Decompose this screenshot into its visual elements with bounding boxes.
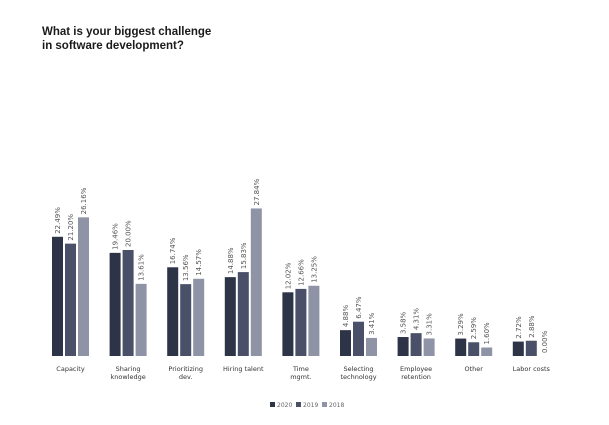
category-label-4: Time mgmt. [290,365,311,381]
bar-2020-6 [397,337,409,356]
bar-value-label-2020-1: 19.46% [112,223,120,250]
bar-2019-6 [410,333,422,356]
bar-value-label-2020-3: 14.88% [227,247,235,274]
bar-value-label-2020-5: 4.88% [342,305,350,328]
bar-value-label-2020-4: 12.02% [284,262,292,289]
bar-value-label-2019-6: 4.31% [413,308,421,331]
bar-2020-7 [455,338,467,356]
bar-value-label-2020-0: 22.49% [54,207,62,234]
bar-2019-4 [295,288,307,356]
category-label-3: Hiring talent [223,365,264,373]
bar-value-label-2018-6: 3.31% [426,313,434,336]
bar-2019-1 [122,250,134,356]
bar-value-label-2020-8: 2.72% [515,316,523,339]
bar-value-label-2019-1: 20.00% [125,220,133,247]
bar-value-label-2018-7: 1.60% [483,322,491,345]
category-label-7: Other [464,365,483,373]
bar-value-label-2018-1: 13.61% [138,254,146,281]
bar-2018-4 [308,285,320,356]
bar-2018-2 [193,278,205,356]
bar-2018-3 [250,208,262,356]
category-label-2: Prioritizing dev. [168,365,203,381]
bar-value-label-2019-7: 2.59% [470,317,478,340]
legend-label-2018: 2018 [329,402,344,409]
bar-2019-8 [525,340,537,356]
legend-label-2019: 2019 [303,402,318,409]
legend-label-2020: 2020 [277,402,292,409]
legend-swatch-2020 [270,402,275,407]
chart-title-line-2: in software development? [42,40,184,52]
category-label-0: Capacity [56,365,85,373]
bar-2020-5 [340,330,351,356]
bar-value-label-2019-8: 2.88% [528,315,536,338]
bar-value-label-2018-8: 0.00% [541,330,549,353]
bar-value-label-2019-5: 6.47% [355,296,363,319]
bar-2018-5 [366,337,377,356]
legend-swatch-2018 [322,402,327,407]
bar-value-label-2018-0: 26.16% [80,187,88,214]
legend-swatch-2019 [296,402,301,407]
bar-2020-0 [52,236,63,356]
bar-value-label-2020-7: 3.29% [457,313,465,336]
bar-value-label-2020-2: 16.74% [169,237,177,264]
category-label-5: Selecting technology [340,365,376,381]
bar-value-label-2020-6: 3.58% [400,311,408,334]
bar-2020-1 [109,252,121,356]
bar-2020-2 [167,267,179,356]
chart-title-line-1: What is your biggest challenge [42,26,212,38]
bar-value-label-2018-5: 3.41% [368,312,376,335]
bar-2018-6 [423,338,435,356]
bar-2019-3 [237,272,249,356]
category-labels: Capacity Sharing knowledge Prioritizing dev.… [56,365,550,381]
bar-2018-1 [135,283,147,356]
bar-value-label-2019-2: 13.56% [182,254,190,281]
category-label-1: Sharing knowledge [110,365,145,381]
bar-value-label-2019-4: 12.66% [297,259,305,286]
bar-value-label-2018-4: 13.25% [310,256,318,283]
bar-2018-7 [481,347,493,356]
bar-value-label-2019-3: 15.83% [240,242,248,269]
bar-2019-7 [468,342,480,356]
bar-2020-8 [512,341,524,356]
chart-title: What is your biggest challenge in softwa… [42,25,211,53]
bar-value-label-2018-3: 27.84% [253,178,261,205]
bar-2020-3 [224,277,236,356]
category-label-8: Labor costs [513,365,551,373]
bar-2020-4 [282,292,294,356]
category-label-6: Employee retention [400,365,432,381]
bar-2019-2 [180,284,192,356]
bar-2019-5 [353,321,364,356]
bar-2018-0 [78,217,89,356]
bar-value-label-2018-2: 14.57% [195,249,203,276]
bar-2019-0 [65,243,76,356]
legend: 2020 2019 2018 [270,402,344,409]
bar-value-labels: 22.49% 21.20% 26.16% 19.46% 20.00% 13.61% 16.7… [54,178,549,353]
bars-group [52,208,537,356]
bar-value-label-2019-0: 21.20% [67,214,75,241]
